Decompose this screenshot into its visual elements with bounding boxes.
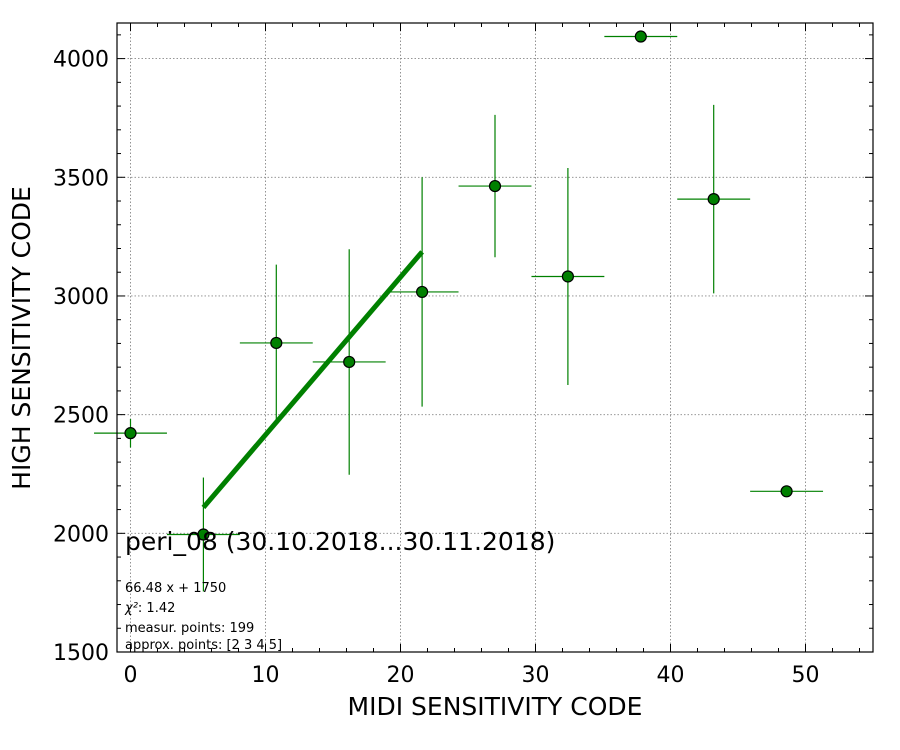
x-tick-label: 10 (252, 663, 280, 688)
annotation-title: peri_08 (30.10.2018...30.11.2018) (125, 527, 555, 556)
data-point (416, 285, 429, 299)
y-tick-label: 2000 (53, 522, 109, 547)
tick-labels: 0 10 20 30 40 50 1500 2000 2500 3000 3500 4000 (53, 48, 820, 688)
y-tick-label: 4000 (53, 48, 109, 73)
data-point (780, 485, 793, 498)
y-tick-label: 3000 (53, 285, 109, 310)
data-point (488, 179, 502, 193)
data-point (197, 528, 210, 541)
plot-frame (116, 22, 874, 653)
x-tick-label: 30 (522, 663, 550, 688)
data-point (270, 336, 283, 350)
data-point (707, 193, 720, 206)
annotation-approx: approx. points: [2 3 4 5] (125, 638, 282, 653)
fit-line-group (201, 250, 424, 510)
chi2-symbol: χ² (124, 601, 138, 616)
y-tick-label: 1500 (53, 641, 109, 666)
data-points (124, 30, 793, 541)
fit-line (201, 250, 424, 510)
annotation-measured: measur. points: 199 (125, 621, 254, 636)
annotation-chi2: χ²: 1.42 (124, 601, 175, 616)
x-tick-label: 0 (124, 663, 138, 688)
chi2-value: : 1.42 (138, 601, 175, 616)
data-point (124, 427, 137, 440)
x-tick-label: 20 (387, 663, 415, 688)
y-tick-label: 3500 (53, 166, 109, 191)
annotation-equation: 66.48 x + 1750 (125, 581, 226, 596)
y-tick-label: 2500 (53, 404, 109, 429)
x-axis-label: MIDI SENSITIVITY CODE (348, 692, 643, 721)
x-tick-label: 40 (657, 663, 685, 688)
y-axis-label: HIGH SENSITIVITY CODE (7, 186, 36, 490)
data-point (343, 355, 356, 369)
data-point (634, 30, 647, 43)
ticks (117, 23, 873, 653)
x-tick-label: 50 (792, 663, 820, 688)
data-point (561, 270, 575, 283)
